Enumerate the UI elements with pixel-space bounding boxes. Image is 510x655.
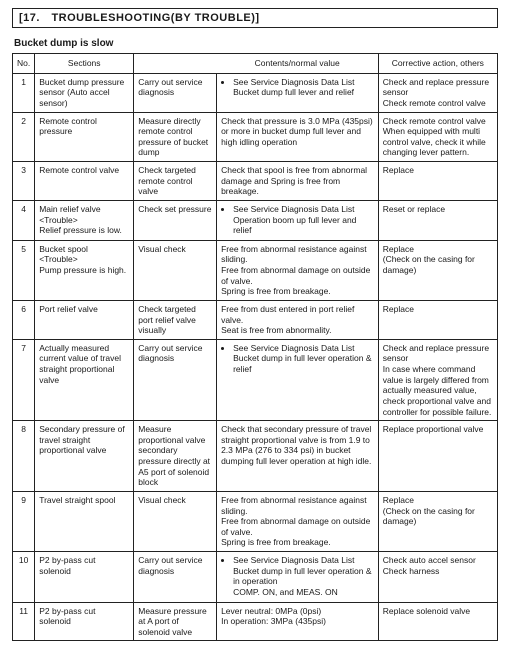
col-no: No. [13, 54, 35, 74]
cell-contents: Free from dust entered in port relief va… [217, 300, 379, 339]
cell-corrective: Replace(Check on the casing for damage) [378, 491, 497, 551]
table-row: 5Bucket spool<Trouble>Pump pressure is h… [13, 240, 498, 300]
cell-corrective: Replace(Check on the casing for damage) [378, 240, 497, 300]
cell-contents: See Service Diagnosis Data List Operatio… [217, 200, 379, 240]
cell-no: 10 [13, 552, 35, 603]
cell-check: Check targeted port relief valve visuall… [134, 300, 217, 339]
cell-check: Check targeted remote control valve [134, 162, 217, 201]
contents-list-item: See Service Diagnosis Data List Bucket d… [233, 343, 374, 375]
cell-section: Secondary pressure of travel straight pr… [35, 421, 134, 492]
cell-no: 6 [13, 300, 35, 339]
cell-corrective: Replace [378, 300, 497, 339]
cell-section: Remote control valve [35, 162, 134, 201]
cell-check: Measure proportional valve secondary pre… [134, 421, 217, 492]
cell-no: 9 [13, 491, 35, 551]
table-row: 8Secondary pressure of travel straight p… [13, 421, 498, 492]
col-sections: Sections [35, 54, 134, 74]
cell-section: Port relief valve [35, 300, 134, 339]
cell-section: P2 by-pass cut solenoid [35, 602, 134, 641]
col-contents: Contents/normal value [217, 54, 379, 74]
troubleshooting-table: No. Sections Contents/normal value Corre… [12, 53, 498, 641]
cell-check: Visual check [134, 240, 217, 300]
cell-corrective: Check and replace pressure sensorIn case… [378, 339, 497, 420]
table-row: 7Actually measured current value of trav… [13, 339, 498, 420]
cell-contents: See Service Diagnosis Data List Bucket d… [217, 552, 379, 603]
cell-check: Visual check [134, 491, 217, 551]
cell-contents: Free from abnormal resistance against sl… [217, 491, 379, 551]
cell-corrective: Replace proportional valve [378, 421, 497, 492]
cell-corrective: Reset or replace [378, 200, 497, 240]
col-corrective: Corrective action, others [378, 54, 497, 74]
table-row: 2Remote control pressureMeasure directly… [13, 112, 498, 162]
cell-no: 1 [13, 73, 35, 112]
cell-corrective: Replace [378, 162, 497, 201]
cell-check: Carry out service diagnosis [134, 339, 217, 420]
cell-contents: Check that pressure is 3.0 MPa (435psi) … [217, 112, 379, 162]
contents-list-item: See Service Diagnosis Data List Operatio… [233, 204, 374, 236]
cell-section: Travel straight spool [35, 491, 134, 551]
cell-no: 3 [13, 162, 35, 201]
contents-list-item: See Service Diagnosis Data List Bucket d… [233, 555, 374, 598]
cell-check: Measure directly remote control pressure… [134, 112, 217, 162]
cell-check: Measure pressure at A port of solenoid v… [134, 602, 217, 641]
cell-contents: See Service Diagnosis Data List Bucket d… [217, 339, 379, 420]
table-header-row: No. Sections Contents/normal value Corre… [13, 54, 498, 74]
table-row: 3Remote control valveCheck targeted remo… [13, 162, 498, 201]
cell-no: 7 [13, 339, 35, 420]
cell-corrective: Check and replace pressure sensorCheck r… [378, 73, 497, 112]
table-row: 9Travel straight spoolVisual checkFree f… [13, 491, 498, 551]
cell-section: Main relief valve<Trouble>Relief pressur… [35, 200, 134, 240]
cell-contents: Free from abnormal resistance against sl… [217, 240, 379, 300]
cell-section: Bucket dump pressure sensor (Auto accel … [35, 73, 134, 112]
table-row: 6Port relief valveCheck targeted port re… [13, 300, 498, 339]
cell-section: Actually measured current value of trave… [35, 339, 134, 420]
col-check [134, 54, 217, 74]
cell-no: 2 [13, 112, 35, 162]
cell-section: Bucket spool<Trouble>Pump pressure is hi… [35, 240, 134, 300]
cell-no: 5 [13, 240, 35, 300]
cell-contents: Check that secondary pressure of travel … [217, 421, 379, 492]
cell-contents: Check that spool is free from abnormal d… [217, 162, 379, 201]
cell-section: Remote control pressure [35, 112, 134, 162]
contents-list-item: See Service Diagnosis Data List Bucket d… [233, 77, 374, 98]
cell-corrective: Check auto accel sensorCheck harness [378, 552, 497, 603]
table-row: 10P2 by-pass cut solenoidCarry out servi… [13, 552, 498, 603]
cell-section: P2 by-pass cut solenoid [35, 552, 134, 603]
table-row: 1Bucket dump pressure sensor (Auto accel… [13, 73, 498, 112]
page-heading: [17. TROUBLESHOOTING(BY TROUBLE)] [12, 8, 498, 28]
cell-corrective: Replace solenoid valve [378, 602, 497, 641]
cell-check: Carry out service diagnosis [134, 552, 217, 603]
cell-corrective: Check remote control valveWhen equipped … [378, 112, 497, 162]
cell-no: 8 [13, 421, 35, 492]
cell-no: 4 [13, 200, 35, 240]
table-row: 11P2 by-pass cut solenoidMeasure pressur… [13, 602, 498, 641]
cell-check: Carry out service diagnosis [134, 73, 217, 112]
table-row: 4Main relief valve<Trouble>Relief pressu… [13, 200, 498, 240]
cell-contents: Lever neutral: 0MPa (0psi)In operation: … [217, 602, 379, 641]
cell-contents: See Service Diagnosis Data List Bucket d… [217, 73, 379, 112]
section-subtitle: Bucket dump is slow [14, 38, 498, 49]
cell-no: 11 [13, 602, 35, 641]
cell-check: Check set pressure [134, 200, 217, 240]
